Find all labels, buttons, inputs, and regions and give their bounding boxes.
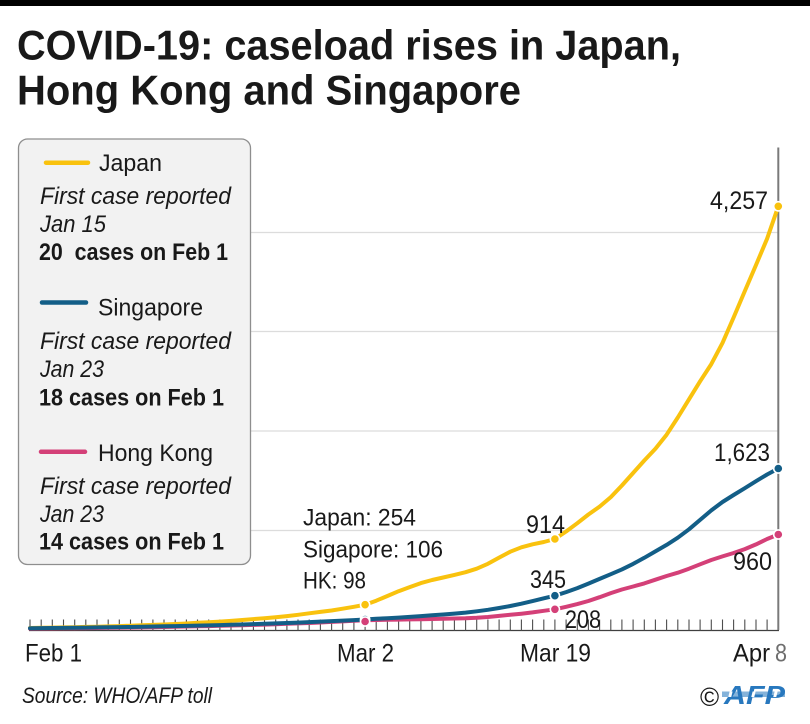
svg-text:8: 8 bbox=[775, 640, 787, 668]
svg-text:HK: 98: HK: 98 bbox=[303, 568, 366, 595]
svg-text:COVID-19: caseload rises in Ja: COVID-19: caseload rises in Japan, bbox=[17, 22, 681, 69]
svg-text:Mar 19: Mar 19 bbox=[520, 640, 591, 668]
svg-text:4,257: 4,257 bbox=[710, 187, 768, 215]
svg-text:Japan: Japan bbox=[99, 150, 162, 177]
svg-text:960: 960 bbox=[733, 548, 772, 576]
svg-text:Singapore: Singapore bbox=[98, 295, 203, 322]
svg-text:©: © bbox=[700, 682, 719, 712]
svg-text:Jan 23: Jan 23 bbox=[39, 356, 104, 383]
svg-text:Hong Kong and Singapore: Hong Kong and Singapore bbox=[17, 67, 521, 114]
svg-text:Jan 15: Jan 15 bbox=[39, 211, 107, 238]
svg-text:914: 914 bbox=[526, 511, 565, 539]
svg-text:First case reported: First case reported bbox=[40, 328, 232, 355]
svg-text:345: 345 bbox=[530, 566, 566, 594]
svg-text:14 cases on Feb 1: 14 cases on Feb 1 bbox=[39, 529, 224, 556]
svg-text:20 cases on Feb 1: 20 cases on Feb 1 bbox=[39, 239, 228, 266]
svg-text:Japan: 254: Japan: 254 bbox=[303, 505, 416, 532]
svg-text:Source: WHO/AFP toll: Source: WHO/AFP toll bbox=[22, 683, 213, 708]
svg-text:Hong Kong: Hong Kong bbox=[98, 440, 213, 467]
svg-text:18 cases on Feb 1: 18 cases on Feb 1 bbox=[39, 385, 224, 412]
svg-text:Feb 1: Feb 1 bbox=[25, 640, 82, 668]
svg-text:Apr: Apr bbox=[733, 640, 770, 668]
svg-text:208: 208 bbox=[565, 606, 601, 634]
svg-text:First case reported: First case reported bbox=[40, 183, 232, 210]
svg-text:1,623: 1,623 bbox=[714, 439, 770, 467]
svg-text:Jan 23: Jan 23 bbox=[39, 501, 104, 528]
svg-text:Sigapore: 106: Sigapore: 106 bbox=[303, 537, 443, 564]
svg-text:Mar 2: Mar 2 bbox=[337, 640, 394, 668]
svg-text:First case reported: First case reported bbox=[40, 473, 232, 500]
